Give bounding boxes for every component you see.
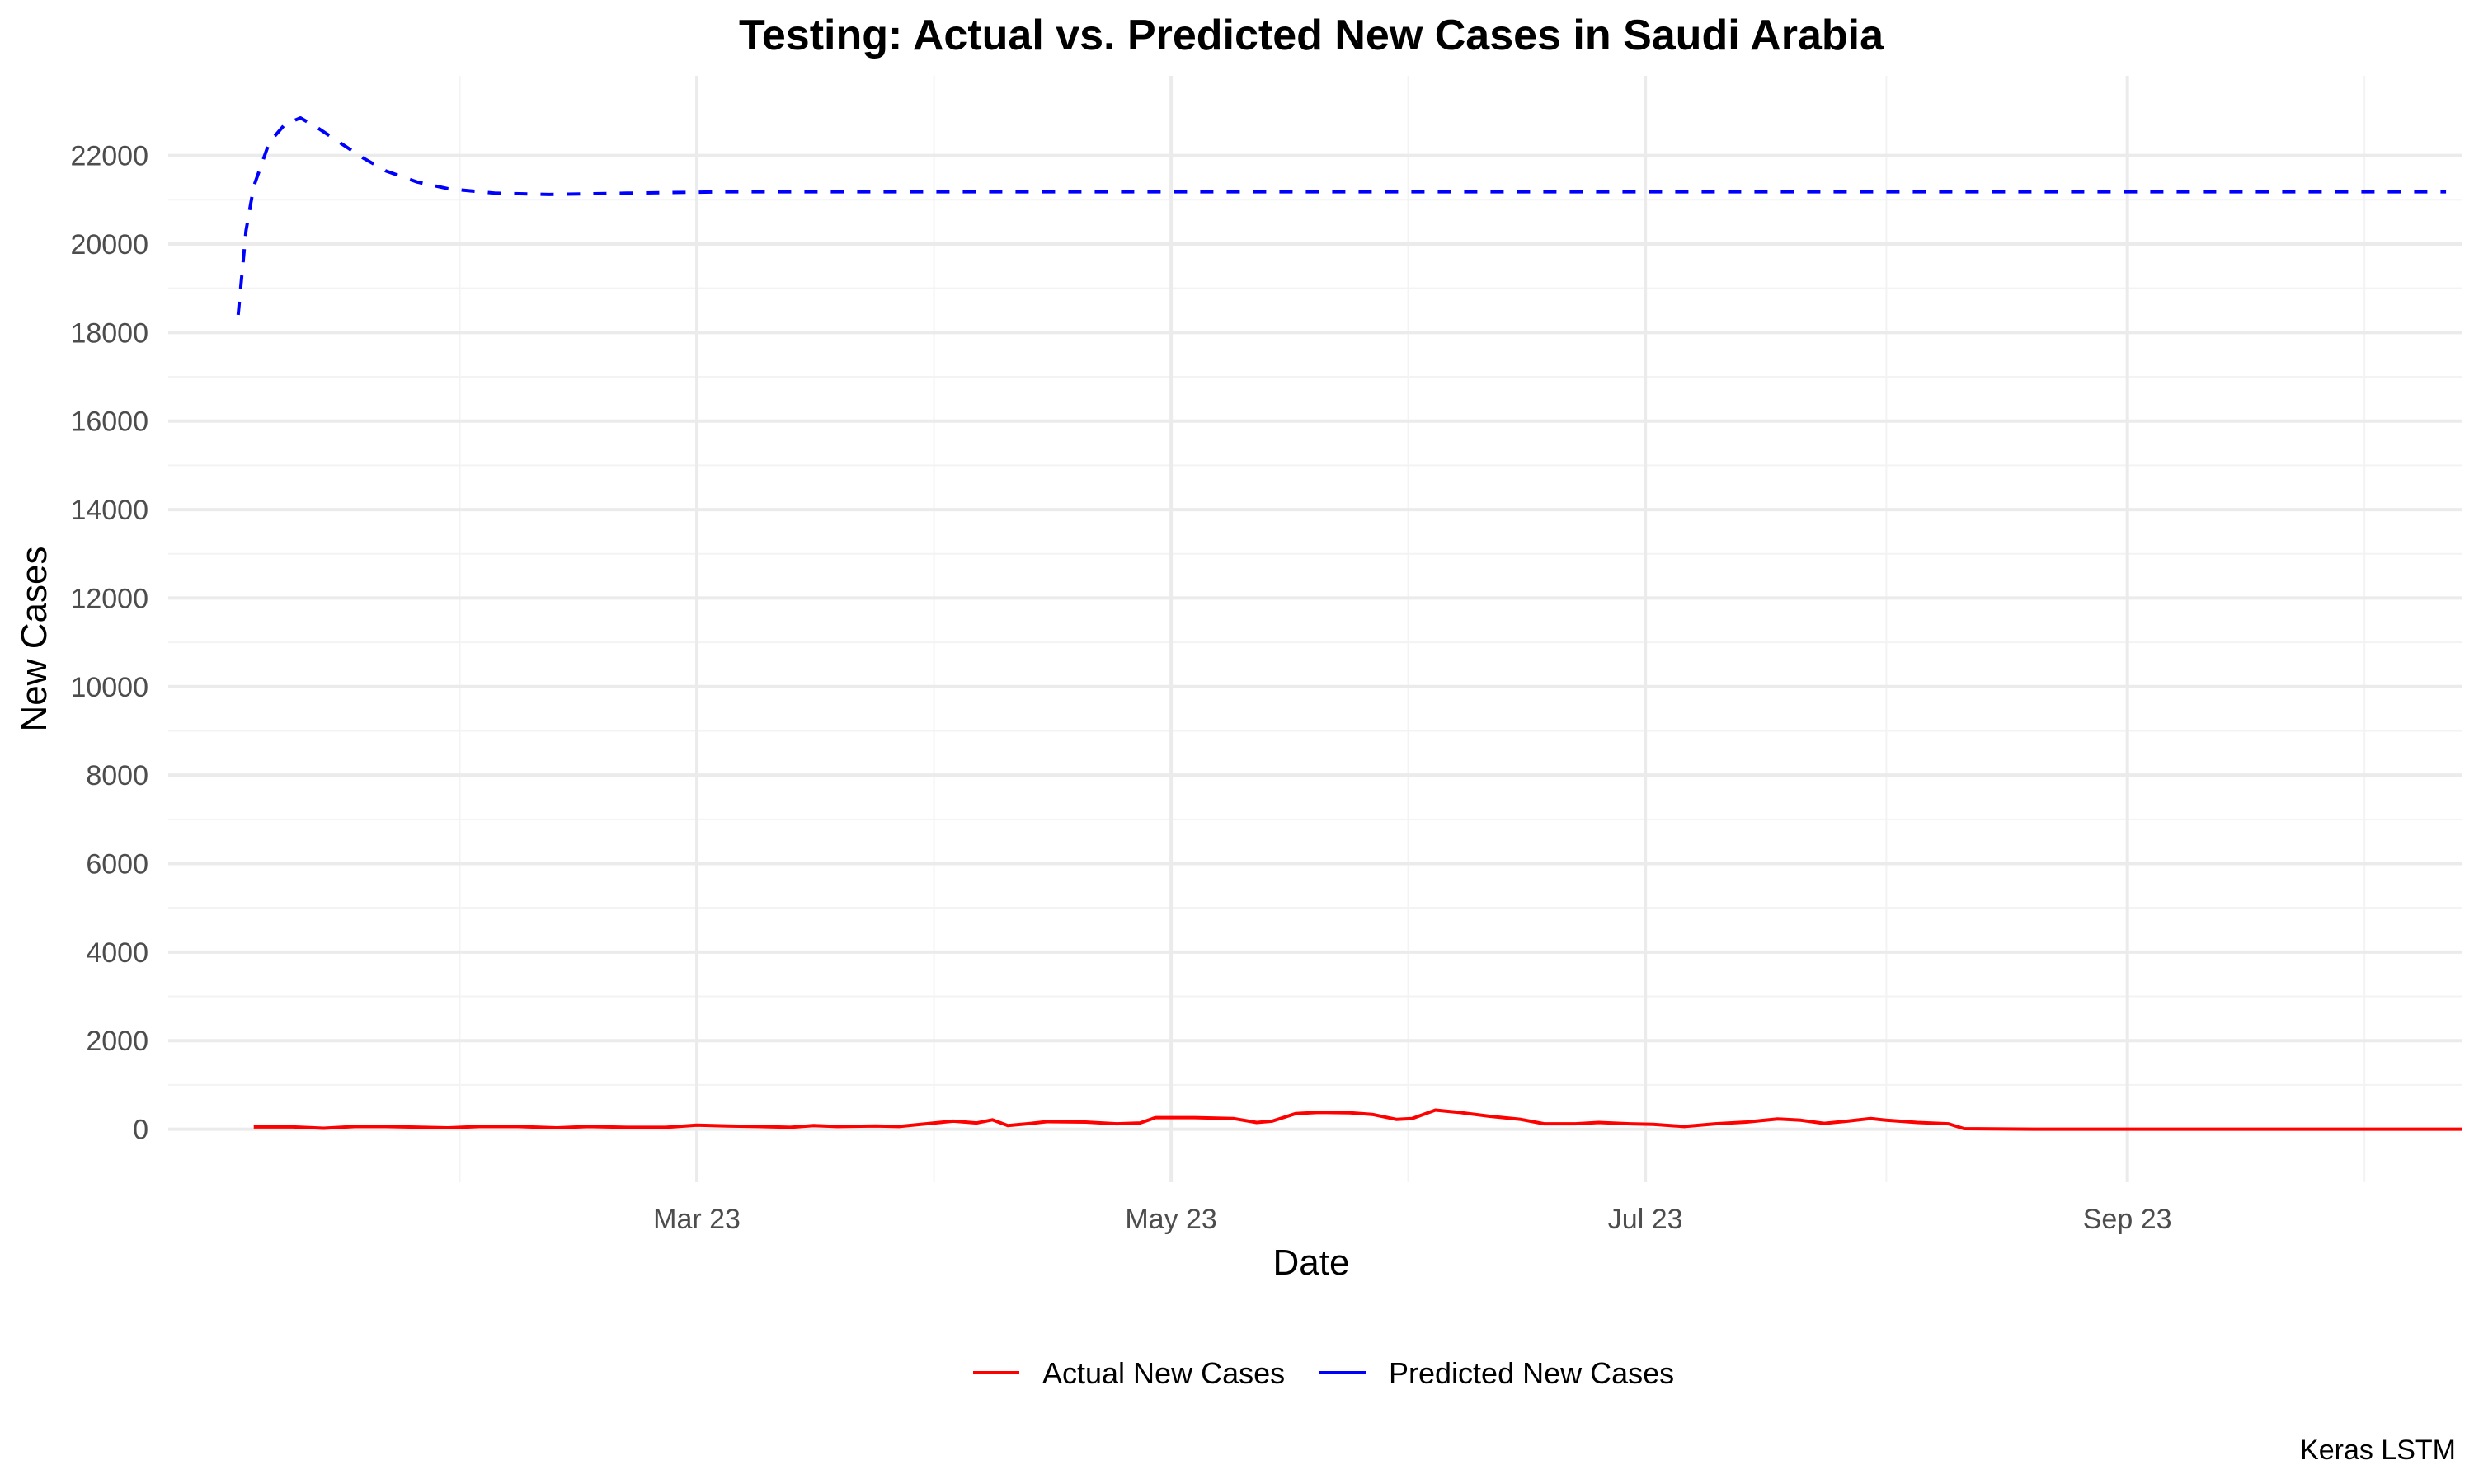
x-axis-title: Date <box>1273 1242 1350 1283</box>
y-tick-label: 10000 <box>70 672 148 703</box>
series <box>236 116 2462 1131</box>
predicted-new-cases-line <box>236 116 2447 316</box>
y-tick-label: 8000 <box>86 760 148 791</box>
legend-label: Predicted New Cases <box>1389 1356 1674 1390</box>
y-tick-label: 22000 <box>70 141 148 172</box>
y-tick-label: 2000 <box>86 1026 148 1057</box>
y-tick-label: 18000 <box>70 317 148 349</box>
x-tick-label: May 23 <box>1125 1204 1217 1235</box>
y-tick-label: 0 <box>133 1115 148 1146</box>
actual-new-cases-line <box>253 1108 2462 1131</box>
axes: 0 2000 4000 6000 8000 10000 12000 14000 16000 180… <box>70 141 2171 1235</box>
legend: Actual New Cases Predicted New Cases <box>973 1356 1674 1390</box>
y-axis-title: New Cases <box>14 547 54 732</box>
caption: Keras LSTM <box>2300 1435 2456 1466</box>
x-tick-label: Mar 23 <box>653 1204 741 1235</box>
chart-title: Testing: Actual vs. Predicted New Cases … <box>739 12 1884 59</box>
y-tick-label: 20000 <box>70 229 148 261</box>
x-tick-label: Jul 23 <box>1608 1204 1683 1235</box>
legend-label: Actual New Cases <box>1042 1356 1285 1390</box>
y-tick-label: 16000 <box>70 406 148 438</box>
y-tick-label: 14000 <box>70 495 148 526</box>
y-tick-label: 4000 <box>86 937 148 969</box>
y-tick-label: 6000 <box>86 849 148 881</box>
grid <box>168 76 2462 1182</box>
y-tick-label: 12000 <box>70 583 148 614</box>
x-tick-label: Sep 23 <box>2083 1204 2172 1235</box>
